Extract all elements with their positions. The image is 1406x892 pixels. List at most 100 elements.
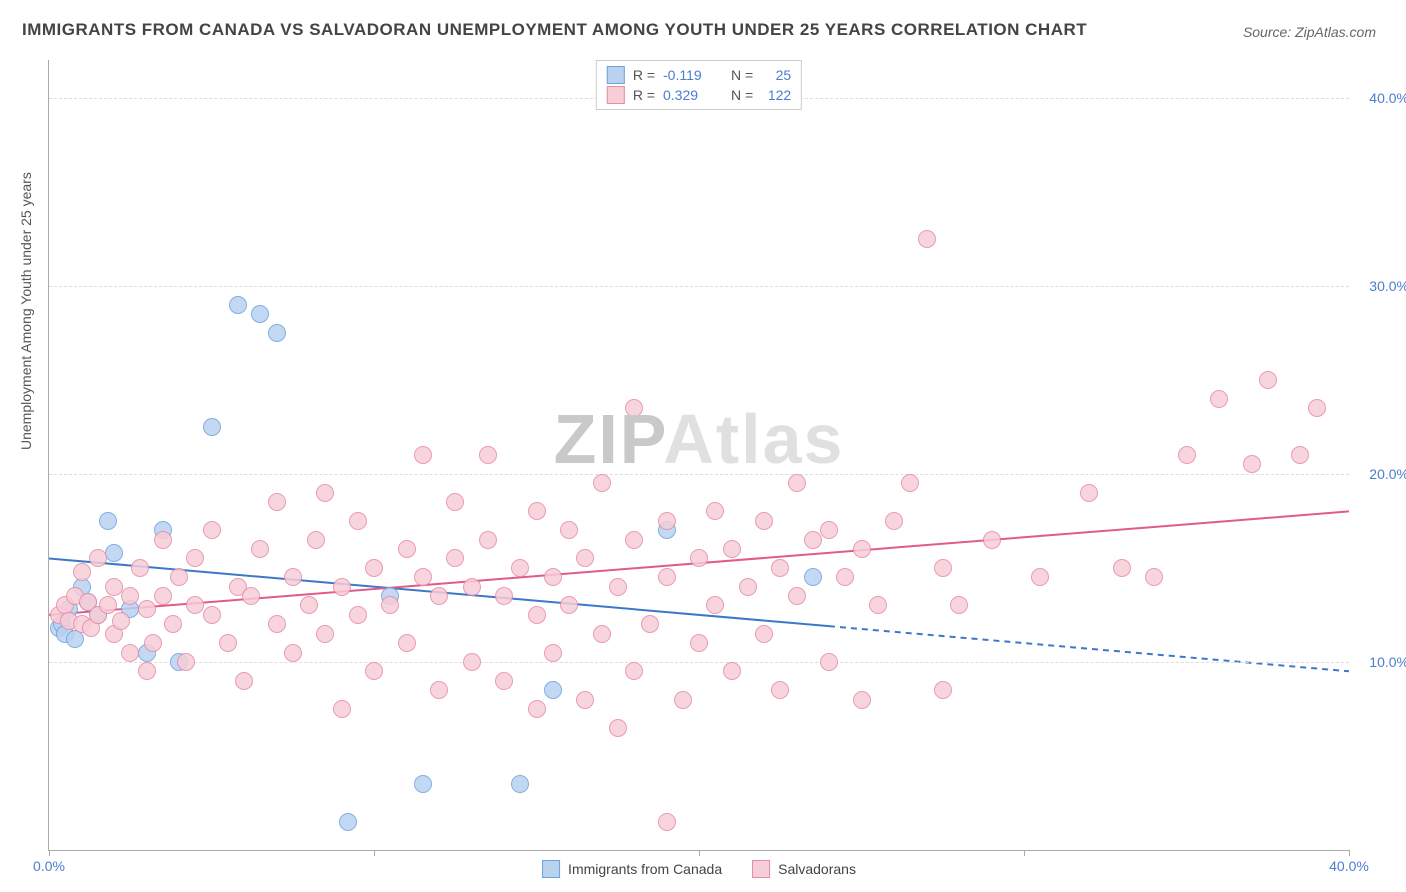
data-point (73, 563, 91, 581)
data-point (723, 662, 741, 680)
data-point (339, 813, 357, 831)
source-attribution: Source: ZipAtlas.com (1243, 24, 1376, 40)
data-point (641, 615, 659, 633)
data-point (1308, 399, 1326, 417)
data-point (723, 540, 741, 558)
data-point (333, 578, 351, 596)
x-tick (374, 850, 375, 856)
data-point (414, 568, 432, 586)
data-point (755, 512, 773, 530)
data-point (511, 775, 529, 793)
data-point (788, 587, 806, 605)
legend-stats: R = -0.119 N = 25 R = 0.329 N = 122 (596, 60, 802, 110)
data-point (983, 531, 1001, 549)
data-point (251, 305, 269, 323)
x-tick (699, 850, 700, 856)
data-point (446, 549, 464, 567)
trend-lines (49, 60, 1349, 850)
data-point (901, 474, 919, 492)
data-point (820, 521, 838, 539)
data-point (576, 549, 594, 567)
data-point (381, 596, 399, 614)
legend-stats-row-1: R = -0.119 N = 25 (607, 65, 791, 85)
data-point (398, 634, 416, 652)
data-point (99, 512, 117, 530)
data-point (593, 474, 611, 492)
data-point (1031, 568, 1049, 586)
data-point (203, 418, 221, 436)
data-point (918, 230, 936, 248)
data-point (593, 625, 611, 643)
data-point (144, 634, 162, 652)
data-point (186, 596, 204, 614)
data-point (804, 531, 822, 549)
data-point (463, 578, 481, 596)
data-point (300, 596, 318, 614)
data-point (414, 446, 432, 464)
y-tick-label: 10.0% (1354, 654, 1406, 670)
swatch-series-1 (542, 860, 560, 878)
data-point (495, 587, 513, 605)
data-point (674, 691, 692, 709)
data-point (365, 559, 383, 577)
data-point (430, 587, 448, 605)
watermark: ZIPAtlas (554, 399, 845, 479)
swatch-series-2 (752, 860, 770, 878)
data-point (771, 681, 789, 699)
data-point (316, 625, 334, 643)
y-tick-label: 30.0% (1354, 278, 1406, 294)
data-point (934, 681, 952, 699)
swatch-series-1 (607, 66, 625, 84)
data-point (1113, 559, 1131, 577)
data-point (1243, 455, 1261, 473)
x-tick (1349, 850, 1350, 856)
data-point (706, 596, 724, 614)
data-point (625, 662, 643, 680)
data-point (105, 544, 123, 562)
legend-item-1: Immigrants from Canada (542, 860, 722, 878)
data-point (479, 531, 497, 549)
data-point (112, 612, 130, 630)
data-point (560, 521, 578, 539)
data-point (235, 672, 253, 690)
data-point (950, 596, 968, 614)
data-point (307, 531, 325, 549)
data-point (820, 653, 838, 671)
data-point (177, 653, 195, 671)
data-point (463, 653, 481, 671)
data-point (658, 512, 676, 530)
data-point (121, 587, 139, 605)
scatter-plot: ZIPAtlas R = -0.119 N = 25 R = 0.329 N =… (48, 60, 1349, 851)
data-point (625, 399, 643, 417)
data-point (544, 644, 562, 662)
data-point (203, 606, 221, 624)
data-point (836, 568, 854, 586)
data-point (885, 512, 903, 530)
data-point (154, 531, 172, 549)
data-point (560, 596, 578, 614)
y-axis-label: Unemployment Among Youth under 25 years (18, 172, 34, 450)
gridline (49, 474, 1349, 475)
data-point (242, 587, 260, 605)
data-point (853, 691, 871, 709)
data-point (154, 587, 172, 605)
data-point (528, 606, 546, 624)
data-point (706, 502, 724, 520)
data-point (1291, 446, 1309, 464)
data-point (398, 540, 416, 558)
data-point (446, 493, 464, 511)
data-point (658, 568, 676, 586)
data-point (268, 324, 286, 342)
data-point (430, 681, 448, 699)
data-point (771, 559, 789, 577)
data-point (1210, 390, 1228, 408)
gridline (49, 662, 1349, 663)
data-point (268, 615, 286, 633)
data-point (479, 446, 497, 464)
data-point (788, 474, 806, 492)
data-point (365, 662, 383, 680)
data-point (414, 775, 432, 793)
data-point (121, 644, 139, 662)
swatch-series-2 (607, 86, 625, 104)
data-point (625, 531, 643, 549)
